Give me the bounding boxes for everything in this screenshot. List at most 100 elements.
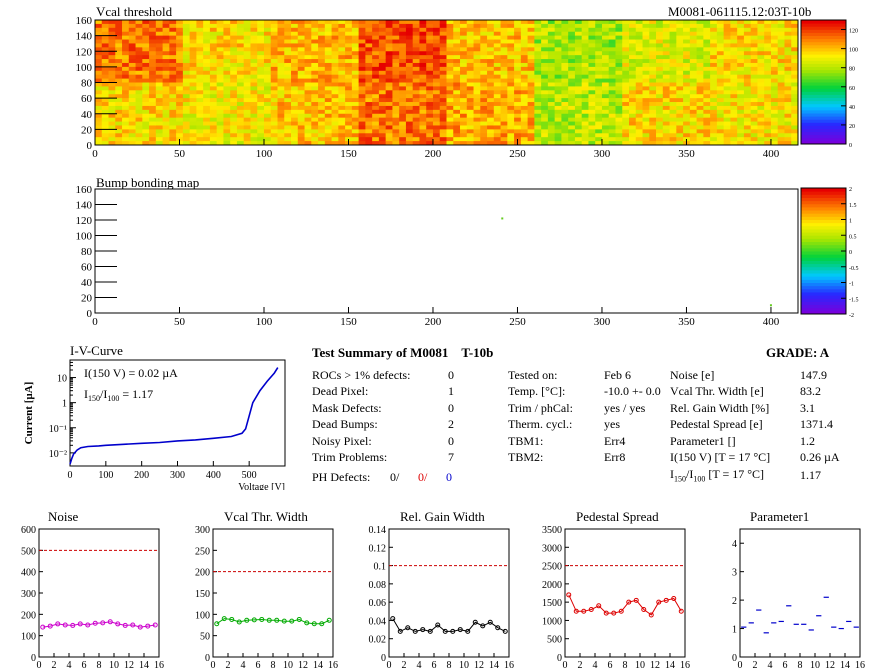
vcal-cell <box>365 20 373 25</box>
vcal-cell <box>710 23 718 29</box>
pedestal-spread-ytick-label: 3000 <box>542 543 562 554</box>
vcal-cell <box>493 141 501 146</box>
vcal-cell <box>399 125 407 130</box>
vcal-cell <box>216 109 224 115</box>
vcal-cell <box>405 51 414 56</box>
vcal-colorbar-cell <box>801 35 846 40</box>
vcal-cell <box>101 109 109 115</box>
vcal-cell <box>250 20 258 25</box>
vcal-cell <box>784 51 792 56</box>
vcal-cell <box>784 62 792 68</box>
vcal-cell <box>291 94 299 99</box>
vcal-cell <box>142 141 150 146</box>
vcal-cell <box>507 35 515 40</box>
vcal-cell <box>561 86 569 91</box>
vcal-cell <box>223 31 231 37</box>
vcal-cell <box>412 78 420 83</box>
vcal-cell <box>284 113 292 119</box>
vcal-cell <box>541 109 549 115</box>
vcal-cell <box>304 129 312 134</box>
vcal-cell <box>784 27 792 33</box>
vcal-cell <box>189 105 197 111</box>
vcal-cell <box>696 35 704 40</box>
vcal-cell <box>426 47 434 52</box>
vcal-colorbar-cell <box>801 75 846 80</box>
vcal-cell <box>750 109 758 115</box>
vcal-cell <box>581 35 589 40</box>
vcal-cell <box>791 35 799 40</box>
vcal-cell <box>318 51 326 56</box>
vcal-cell <box>574 78 583 83</box>
vcal-cell <box>291 31 299 37</box>
vcal-cell <box>432 74 441 79</box>
vcal-cell <box>473 51 481 56</box>
vcal-cell <box>601 133 610 138</box>
vcal-cell <box>182 121 191 126</box>
vcal-cell <box>568 90 576 95</box>
vcal-cell <box>710 133 718 138</box>
vcal-cell <box>534 94 542 99</box>
vcal-cell <box>656 121 664 126</box>
vcal-cell <box>777 51 785 56</box>
vcal-cell <box>297 78 305 83</box>
vcal-cell <box>784 113 792 119</box>
vcal-cell <box>270 86 278 91</box>
vcal-cell <box>155 66 163 72</box>
vcal-cell <box>534 82 542 87</box>
vcal-cell <box>710 59 718 64</box>
vcal-cell <box>723 82 731 87</box>
iv-xtick-label: 500 <box>242 470 257 481</box>
vcal-cell <box>493 98 501 103</box>
vcal-cell <box>324 133 332 138</box>
vcal-cell <box>642 66 650 72</box>
vcal-cell <box>149 102 157 107</box>
vcal-cell <box>223 129 231 134</box>
vcal-cell <box>108 31 116 37</box>
vcal-cell <box>257 23 265 29</box>
vcal-cell <box>196 94 204 99</box>
vcal-cell <box>662 66 670 72</box>
vcal-cell <box>324 117 332 122</box>
vcal-cell <box>608 137 616 142</box>
vcal-cell <box>527 31 535 37</box>
vcal-cell <box>581 82 589 87</box>
vcal-cell <box>324 27 332 33</box>
vcal-cell <box>291 23 299 29</box>
vcal-cell <box>399 74 407 79</box>
vcal-cell <box>683 55 691 60</box>
vcal-cell <box>182 66 191 72</box>
vcal-cell <box>311 59 319 64</box>
vcal-cell <box>507 121 515 126</box>
vcal-cell <box>189 86 197 91</box>
vcal-cell <box>392 137 400 142</box>
vcal-cell <box>426 121 434 126</box>
vcal-cell <box>405 23 414 29</box>
vcal-cell <box>297 27 305 33</box>
pedestal-spread-xtick-label: 6 <box>608 660 613 671</box>
vcal-cell <box>480 82 488 87</box>
vcal-cell <box>703 59 711 64</box>
vcal-cell <box>730 82 738 87</box>
vcal-cell <box>595 109 603 115</box>
vcal-cell <box>784 82 792 87</box>
vcal-colorbar-label: 100 <box>849 48 858 54</box>
vcal-cell <box>453 62 461 68</box>
ratio-sub2: 100 <box>693 474 706 484</box>
vcal-cell <box>372 86 380 91</box>
vcal-cell <box>419 117 427 122</box>
vcal-cell <box>460 39 468 44</box>
vcal-cell <box>399 90 407 95</box>
vcal-cell <box>696 105 704 111</box>
vcal-cell <box>439 109 447 115</box>
vcal-cell <box>662 78 670 83</box>
vcal-cell <box>378 20 387 25</box>
vcal-cell <box>392 55 400 60</box>
vcal-cell <box>209 43 218 48</box>
vcal-cell <box>656 43 664 48</box>
vcal-cell <box>365 141 373 146</box>
vcal-cell <box>669 109 677 115</box>
vcal-cell <box>311 129 319 134</box>
vcal-colorbar-cell <box>801 54 846 58</box>
vcal-cell <box>270 35 278 40</box>
vcal-cell <box>473 125 481 130</box>
